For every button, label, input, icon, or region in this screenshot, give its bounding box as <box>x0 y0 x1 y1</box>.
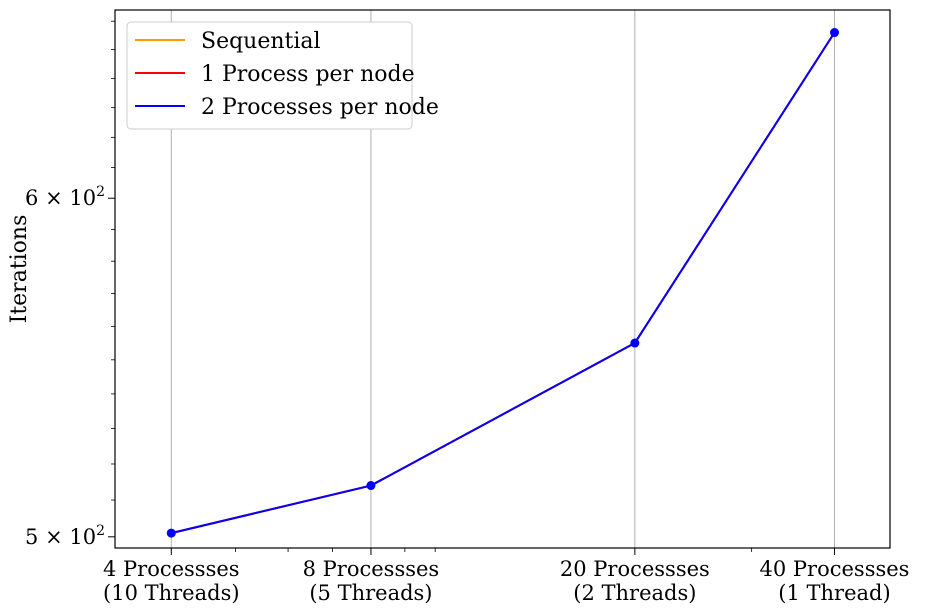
data-point <box>166 528 176 538</box>
x-tick-label-sub: (2 Threads) <box>573 581 696 605</box>
tick-layer: 4 Processses(10 Threads) 8 Processses(5 T… <box>25 20 910 605</box>
y-tick-label: 6 × 102 <box>25 184 105 210</box>
x-tick-label: 4 Processses <box>103 557 240 581</box>
y-axis-label: Iterations <box>7 215 32 324</box>
legend-label: 1 Process per node <box>201 62 415 87</box>
legend-label: Sequential <box>201 29 321 54</box>
series-layer <box>171 31 836 535</box>
data-point <box>830 28 840 38</box>
x-tick-label-sub: (5 Threads) <box>309 581 432 605</box>
x-tick-label-sub: (10 Threads) <box>103 581 240 605</box>
legend-box <box>126 21 413 130</box>
marker-layer <box>166 28 840 538</box>
x-tick-label: 20 Processses <box>560 557 710 581</box>
data-point <box>366 481 376 491</box>
plot-frame <box>114 9 891 549</box>
y-tick-label: 5 × 102 <box>25 523 105 549</box>
series-line <box>171 31 836 535</box>
x-tick-label-sub: (1 Thread) <box>778 581 890 605</box>
x-tick-label: 40 Processses <box>760 557 910 581</box>
legend: Sequential 1 Process per node 2 Processes … <box>126 21 439 130</box>
legend-label: 2 Processes per node <box>201 95 439 120</box>
x-tick-label: 8 Processses <box>303 557 440 581</box>
data-point <box>630 338 640 348</box>
